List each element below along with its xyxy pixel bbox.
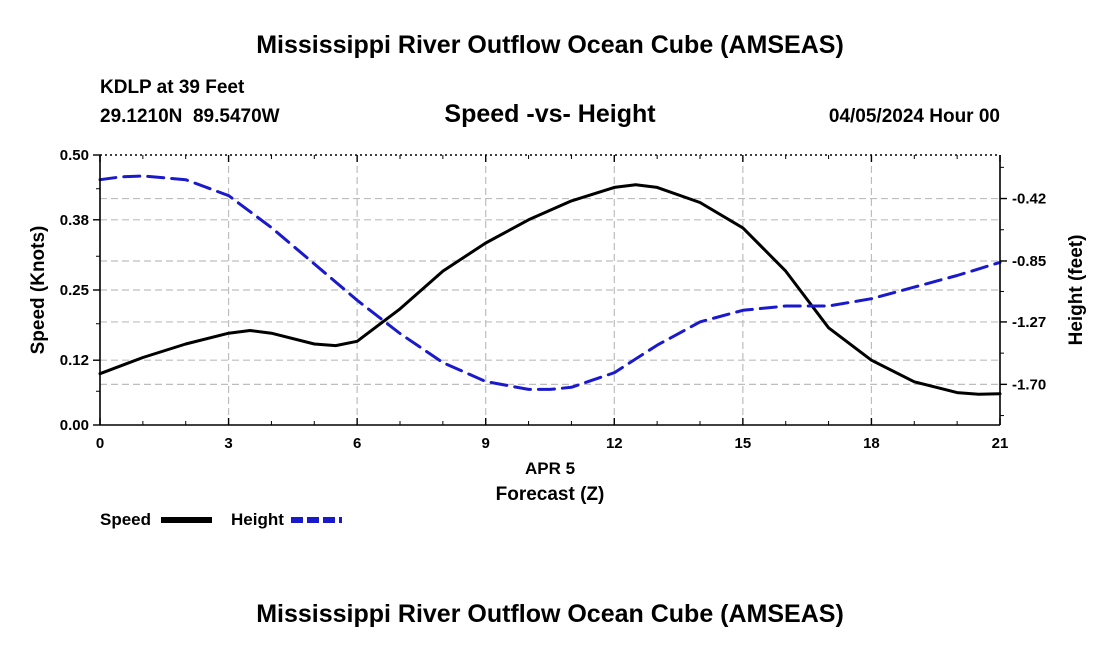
x-tick-label: 3: [224, 435, 232, 452]
series-line-height: [98, 174, 1002, 391]
series-line-speed: [98, 183, 1002, 396]
x-tick-label: 21: [992, 435, 1009, 452]
legend-label-height: Height: [231, 510, 284, 529]
chart-title: Mississippi River Outflow Ocean Cube (AM…: [256, 31, 844, 59]
y-tick-label-right: -1.27: [1012, 314, 1046, 331]
axes: 0 3 6 9 12 15 18 21 0.00 0.12 0.25 0.38 0.50 -0.42 -0.…: [60, 147, 1046, 452]
y-tick-label-right: -0.85: [1012, 253, 1046, 270]
x-tick-label: 0: [96, 435, 104, 452]
footer-title: Mississippi River Outflow Ocean Cube (AM…: [256, 600, 844, 628]
y-tick-label-left: 0.25: [60, 282, 89, 299]
axis-labels: APR 5 Forecast (Z) Speed (Knots) Height …: [28, 226, 1087, 505]
y-tick-label-left: 0.38: [60, 212, 89, 229]
x-tick-label: 12: [606, 435, 623, 452]
y-tick-label-right: -0.42: [1012, 191, 1046, 208]
y-tick-label-left: 0.00: [60, 417, 89, 434]
chart-subtitle: Speed -vs- Height: [444, 100, 656, 128]
forecast-datetime: 04/05/2024 Hour 00: [828, 106, 1000, 127]
x-tick-label: 15: [735, 435, 752, 452]
speed-height-chart: 0 3 6 9 12 15 18 21 0.00 0.12 0.25 0.38 0.50 -0.42 -0.…: [28, 147, 1087, 529]
y-axis-label-left: Speed (Knots): [28, 226, 49, 355]
x-tick-label: 18: [863, 435, 880, 452]
x-tick-label: 6: [353, 435, 361, 452]
station-label: KDLP at 39 Feet: [100, 77, 245, 98]
series-layer: [98, 174, 1002, 396]
x-tick-label: 9: [482, 435, 490, 452]
legend-label-speed: Speed: [100, 510, 151, 529]
y-axis-label-right: Height (feet): [1066, 235, 1087, 346]
legend: Speed Height: [100, 510, 342, 529]
y-tick-label-left: 0.12: [60, 352, 89, 369]
x-axis-label: Forecast (Z): [496, 484, 605, 505]
x-date-label: APR 5: [525, 459, 575, 478]
station-coordinates: 29.1210N 89.5470W: [100, 106, 280, 127]
y-tick-label-left: 0.50: [60, 147, 89, 164]
y-tick-label-right: -1.70: [1012, 376, 1046, 393]
grid-lines: [100, 155, 1000, 425]
